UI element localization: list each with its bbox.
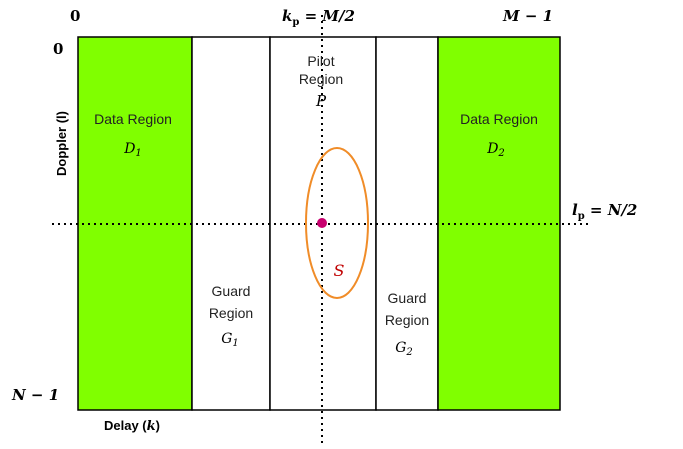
spread-region-ellipse <box>305 147 369 299</box>
top-left-index: 0 <box>70 7 80 25</box>
data-region-1-symbol: D1 <box>123 141 142 159</box>
guard-region-1-line1: Guard <box>212 283 251 299</box>
guard-region-2-line1: Guard <box>388 290 427 306</box>
pilot-region-line2: Region <box>299 71 343 87</box>
doppler-axis-label: Doppler (l) <box>54 111 69 176</box>
right-pilot-index: lp = N/2 <box>572 201 637 222</box>
left-top-index: 0 <box>53 40 63 58</box>
pilot-region-symbol: P <box>315 92 327 110</box>
guard-region-2-symbol: G2 <box>395 340 413 358</box>
pilot-region-line1: Pilot <box>307 53 334 69</box>
guard-region-1-symbol: G1 <box>221 331 239 349</box>
pilot-dot <box>317 218 327 228</box>
data-region-1-label: Data Region <box>94 111 172 127</box>
spread-symbol: S <box>334 261 345 280</box>
data-region-2 <box>437 36 561 411</box>
top-pilot-index: kp = M/2 <box>282 7 355 28</box>
guard-region-2-line2: Region <box>385 312 429 328</box>
left-bottom-index: N − 1 <box>11 386 59 404</box>
guard-region-1-line2: Region <box>209 305 253 321</box>
top-right-index: M − 1 <box>502 7 553 25</box>
delay-axis-label: Delay (k) <box>104 418 160 434</box>
data-region-2-symbol: D2 <box>486 141 505 159</box>
data-region-2-label: Data Region <box>460 111 538 127</box>
